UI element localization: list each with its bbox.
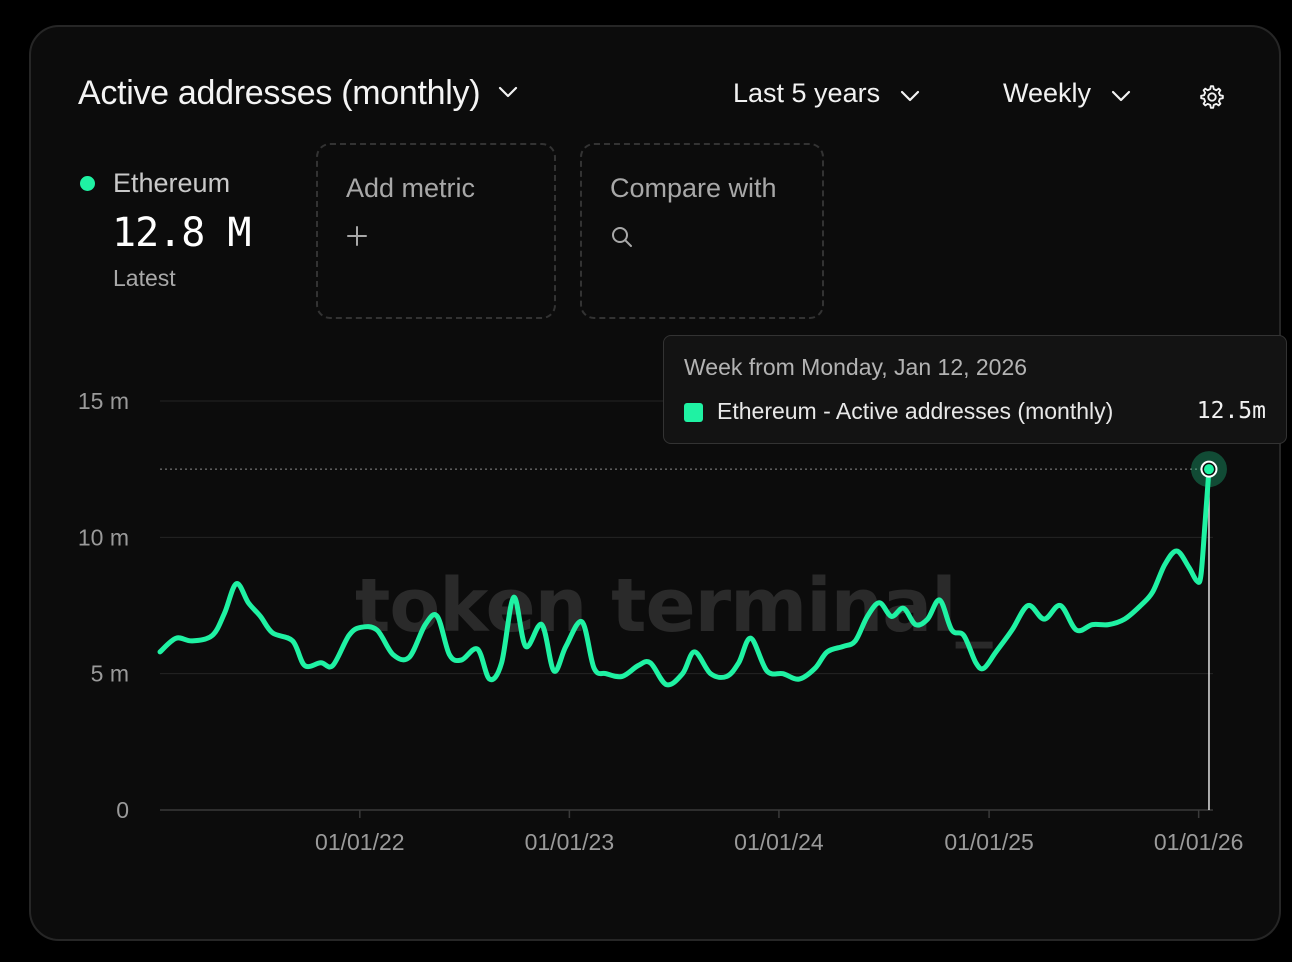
tooltip-series-name: Ethereum - Active addresses (monthly)	[717, 398, 1114, 424]
gear-icon[interactable]	[1198, 83, 1226, 111]
add-metric-label: Add metric	[346, 173, 476, 203]
y-tick-label: 15 m	[78, 388, 129, 414]
y-tick-label: 5 m	[91, 661, 129, 687]
plus-icon	[346, 225, 368, 252]
tooltip-series-swatch	[684, 403, 703, 422]
chart-tooltip: Week from Monday, Jan 12, 2026 Ethereum …	[663, 335, 1287, 444]
latest-caption: Latest	[113, 265, 176, 291]
compare-with-button[interactable]: Compare with	[580, 143, 824, 319]
chevron-down-icon	[1111, 78, 1131, 109]
x-tick-label: 01/01/23	[525, 829, 615, 855]
time-range-label: Last 5 years	[733, 78, 881, 108]
chart-card	[29, 25, 1281, 941]
latest-value: 12.8 M	[112, 210, 251, 256]
compare-with-label: Compare with	[610, 173, 777, 203]
x-tick-label: 01/01/26	[1154, 829, 1244, 855]
chevron-down-icon	[900, 78, 920, 109]
x-tick-label: 01/01/22	[315, 829, 405, 855]
y-tick-label: 0	[116, 797, 129, 823]
interval-label: Weekly	[1003, 78, 1092, 108]
search-icon	[610, 225, 634, 254]
time-range-dropdown[interactable]: Last 5 years	[733, 78, 920, 109]
y-tick-label: 10 m	[78, 524, 129, 550]
legend-project-name: Ethereum	[113, 168, 231, 198]
tooltip-series-value: 12.5m	[1196, 398, 1266, 424]
tooltip-title: Week from Monday, Jan 12, 2026	[684, 354, 1028, 380]
series-line-ethereum	[157, 466, 1212, 688]
x-tick-label: 01/01/24	[734, 829, 824, 855]
watermark: token terminal_	[355, 563, 993, 649]
add-metric-button[interactable]: Add metric	[316, 143, 556, 319]
x-tick-label: 01/01/25	[944, 829, 1034, 855]
interval-dropdown[interactable]: Weekly	[1003, 78, 1131, 109]
legend-color-dot	[80, 176, 95, 191]
metric-selector[interactable]: Active addresses (monthly)	[78, 74, 518, 113]
chevron-down-icon	[498, 85, 518, 103]
chart-title: Active addresses (monthly)	[78, 74, 481, 112]
hover-point-core	[1203, 464, 1214, 475]
